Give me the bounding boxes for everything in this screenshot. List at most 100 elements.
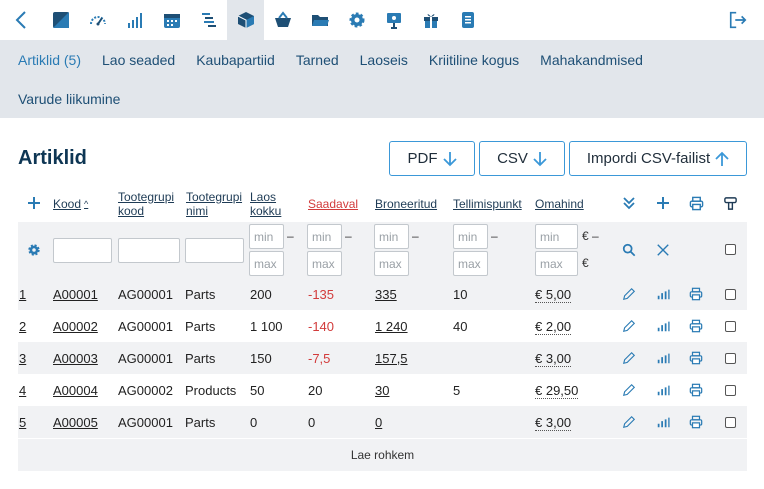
header-omahind[interactable]: Omahind [535, 197, 584, 211]
back-button[interactable] [0, 0, 42, 40]
edit-button[interactable] [620, 413, 638, 431]
reserved-qty-link[interactable]: 1 240 [375, 318, 408, 334]
edit-button[interactable] [620, 381, 638, 399]
load-more-button[interactable]: Lae rohkem [18, 439, 747, 471]
header-tellimispunkt[interactable]: Tellimispunkt [453, 197, 522, 211]
filter-tellimispunkt-min[interactable]: min [453, 224, 488, 249]
speed-gauge-button[interactable] [79, 0, 116, 40]
top-toolbar [0, 0, 764, 40]
folder-button[interactable] [301, 0, 338, 40]
filter-laos-min[interactable]: min [249, 224, 284, 249]
stats-button[interactable] [654, 349, 672, 367]
row-number[interactable]: 1 [19, 286, 27, 302]
cost-price[interactable]: € 3,00 [535, 414, 572, 431]
reserved-qty-link[interactable]: 157,5 [375, 350, 408, 366]
add-row-button[interactable] [23, 192, 45, 214]
row-checkbox[interactable] [725, 385, 736, 396]
print-row-button[interactable] [687, 413, 705, 431]
edit-button[interactable] [620, 349, 638, 367]
import-csv-button[interactable]: Impordi CSV-failist [569, 141, 747, 176]
row-checkbox[interactable] [725, 321, 736, 332]
print-row-button[interactable] [687, 381, 705, 399]
tab-laoseis[interactable]: Laoseis [359, 51, 408, 68]
header-laos-kokku[interactable]: Laos kokku [250, 190, 282, 218]
filter-omahind-max[interactable]: max [535, 251, 578, 276]
filter-grupi-nimi-input[interactable] [185, 238, 244, 263]
add-article-button[interactable] [652, 192, 674, 214]
reserved-qty-link[interactable]: 0 [375, 414, 383, 430]
row-number[interactable]: 3 [19, 350, 27, 366]
gift-button[interactable] [412, 0, 449, 40]
basket-button[interactable] [264, 0, 301, 40]
settings-button[interactable] [338, 0, 375, 40]
reserved-qty-link[interactable]: 30 [375, 382, 390, 398]
search-icon [622, 243, 636, 257]
tab-lao-seaded[interactable]: Lao seaded [102, 51, 176, 68]
article-code-link[interactable]: A00004 [53, 382, 98, 398]
cost-price[interactable]: € 2,00 [535, 318, 572, 335]
gantt-button[interactable] [190, 0, 227, 40]
cost-price[interactable]: € 5,00 [535, 286, 572, 303]
row-number[interactable]: 2 [19, 318, 27, 334]
article-code-link[interactable]: A00003 [53, 350, 98, 366]
tab-kaubapartiid[interactable]: Kaubapartiid [196, 51, 275, 68]
header-tootegrupi-nimi[interactable]: Tootegrupi nimi [186, 190, 243, 218]
row-number[interactable]: 4 [19, 382, 27, 398]
stats-button[interactable] [654, 381, 672, 399]
dashboard-button[interactable] [42, 0, 79, 40]
tab-kriitiline-kogus[interactable]: Kriitiline kogus [428, 51, 520, 68]
document-button[interactable] [449, 0, 486, 40]
print-row-button[interactable] [687, 349, 705, 367]
collapse-button[interactable] [618, 192, 640, 214]
article-code-link[interactable]: A00002 [53, 318, 98, 334]
filter-tellimispunkt-max[interactable]: max [453, 251, 488, 276]
tab-tarned[interactable]: Tarned [295, 51, 339, 68]
articles-table: Kood ^ Tootegrupi kood Tootegrupi nimi La… [18, 186, 747, 471]
select-all-checkbox[interactable] [725, 244, 736, 255]
filter-clear-button[interactable] [652, 239, 674, 261]
row-checkbox[interactable] [725, 289, 736, 300]
reserved-qty-link[interactable]: 335 [375, 286, 397, 302]
edit-button[interactable] [620, 285, 638, 303]
header-tootegrupi-kood[interactable]: Tootegrupi kood [118, 190, 175, 218]
label-print-button[interactable] [719, 192, 741, 214]
print-row-button[interactable] [687, 317, 705, 335]
filter-broneeritud-min[interactable]: min [374, 224, 409, 249]
filter-grupi-kood-input[interactable] [118, 238, 180, 263]
filter-omahind-min[interactable]: min [535, 224, 578, 249]
bar-chart-button[interactable] [116, 0, 153, 40]
header-saadaval[interactable]: Saadaval [308, 197, 359, 211]
filter-search-button[interactable] [618, 239, 640, 261]
row-checkbox[interactable] [725, 353, 736, 364]
filter-settings-button[interactable] [23, 239, 45, 261]
stats-button[interactable] [654, 317, 672, 335]
pdf-export-button[interactable]: PDF [389, 141, 475, 176]
filter-broneeritud-max[interactable]: max [374, 251, 409, 276]
filter-saadaval-max[interactable]: max [307, 251, 342, 276]
row-number[interactable]: 5 [19, 414, 27, 430]
filter-saadaval-min[interactable]: min [307, 224, 342, 249]
stats-button[interactable] [654, 285, 672, 303]
csv-export-button[interactable]: CSV [479, 141, 565, 176]
row-checkbox[interactable] [725, 417, 736, 428]
logout-button[interactable] [726, 8, 750, 32]
cost-price[interactable]: € 29,50 [535, 382, 579, 399]
inventory-button[interactable] [227, 0, 264, 40]
header-kood[interactable]: Kood ^ [53, 186, 88, 222]
article-code-link[interactable]: A00001 [53, 286, 98, 302]
tab-varude-liikumine[interactable]: Varude liikumine [18, 90, 121, 107]
calendar-button[interactable] [153, 0, 190, 40]
print-all-button[interactable] [685, 192, 707, 214]
cost-price[interactable]: € 3,00 [535, 350, 572, 367]
article-code-link[interactable]: A00005 [53, 414, 98, 430]
stock-total: 200 [250, 286, 272, 302]
stats-button[interactable] [654, 413, 672, 431]
edit-button[interactable] [620, 317, 638, 335]
presentation-button[interactable] [375, 0, 412, 40]
filter-kood-input[interactable] [53, 238, 112, 263]
tab-mahakandmised[interactable]: Mahakandmised [540, 51, 643, 68]
header-broneeritud[interactable]: Broneeritud [375, 197, 438, 211]
print-row-button[interactable] [687, 285, 705, 303]
filter-laos-max[interactable]: max [249, 251, 284, 276]
tab-artiklid[interactable]: Artiklid (5) [18, 51, 82, 68]
